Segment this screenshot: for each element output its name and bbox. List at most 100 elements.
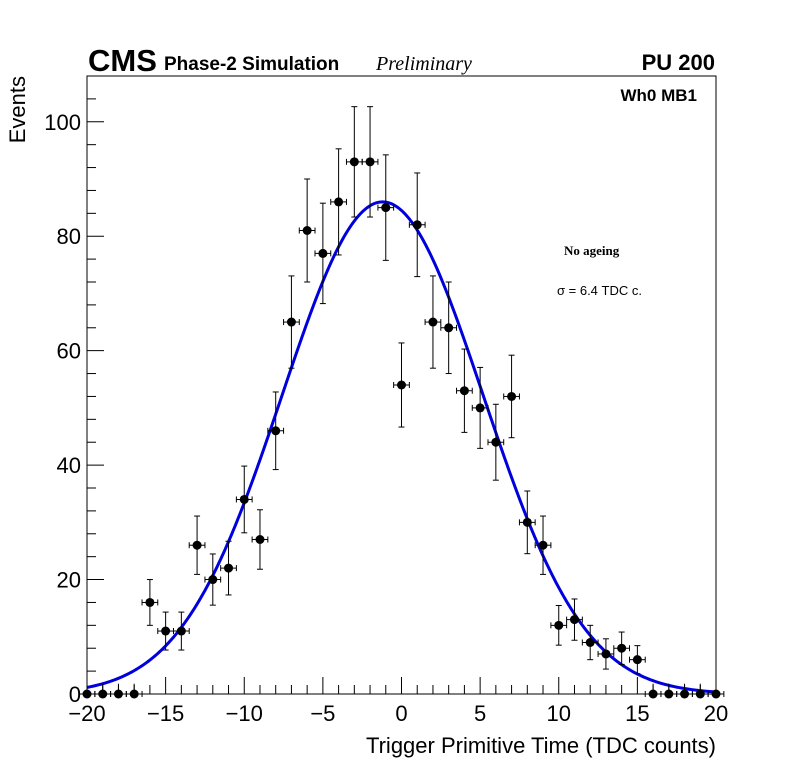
data-point xyxy=(691,683,709,699)
data-marker xyxy=(145,597,155,607)
data-marker xyxy=(569,615,579,625)
y-tick-label: 40 xyxy=(57,453,81,478)
data-marker xyxy=(98,689,108,699)
data-marker xyxy=(601,649,611,659)
data-marker xyxy=(412,220,422,230)
sigma-label: σ = 6.4 TDC c. xyxy=(557,283,642,298)
data-marker xyxy=(224,563,234,573)
data-marker xyxy=(176,626,186,636)
x-tick-label: −5 xyxy=(310,701,335,726)
data-marker xyxy=(129,689,139,699)
y-tick-label: 60 xyxy=(57,339,81,364)
x-tick-label: −20 xyxy=(68,701,105,726)
data-marker xyxy=(397,380,406,390)
data-point xyxy=(125,683,143,699)
data-point xyxy=(283,275,300,369)
data-marker xyxy=(255,535,265,544)
data-point xyxy=(503,354,520,439)
x-tick-label: 15 xyxy=(625,701,649,726)
data-point xyxy=(361,106,379,218)
data-point xyxy=(267,391,285,471)
data-marker xyxy=(318,248,328,258)
data-point xyxy=(676,683,693,699)
data-marker xyxy=(428,317,438,327)
status-label: Preliminary xyxy=(375,53,472,75)
y-tick-label: 0 xyxy=(69,682,81,707)
data-marker xyxy=(161,626,171,636)
data-point xyxy=(235,465,253,534)
data-point xyxy=(471,366,489,449)
data-point xyxy=(393,342,410,428)
data-marker xyxy=(271,426,281,436)
data-point xyxy=(440,281,458,375)
data-marker xyxy=(554,620,564,630)
data-marker xyxy=(475,403,485,413)
data-point xyxy=(157,611,174,651)
data-point xyxy=(487,403,505,481)
x-tick-label: −10 xyxy=(226,701,263,726)
data-marker xyxy=(365,157,375,167)
data-marker xyxy=(522,517,532,527)
y-tick-label: 20 xyxy=(57,568,81,593)
data-point xyxy=(456,348,473,433)
data-point xyxy=(377,154,395,261)
x-axis-title: Trigger Primitive Time (TDC counts) xyxy=(366,733,716,758)
x-tick-label: 20 xyxy=(704,701,728,726)
data-marker xyxy=(695,689,705,699)
data-marker xyxy=(192,540,202,550)
data-marker xyxy=(302,226,312,235)
data-point xyxy=(613,631,631,665)
data-point xyxy=(141,579,159,626)
data-point xyxy=(424,275,442,369)
data-point xyxy=(707,683,725,699)
data-point xyxy=(298,178,316,283)
data-point xyxy=(566,598,583,641)
data-point xyxy=(110,683,127,699)
data-marker xyxy=(286,317,296,327)
data-marker xyxy=(538,540,548,550)
data-point xyxy=(78,683,96,699)
data-marker xyxy=(711,689,721,699)
data-point xyxy=(204,553,222,606)
data-point xyxy=(644,683,662,699)
data-point xyxy=(597,638,615,670)
data-marker xyxy=(664,689,674,699)
data-marker xyxy=(585,638,595,647)
data-marker xyxy=(491,437,501,447)
data-point xyxy=(251,509,269,570)
data-point xyxy=(408,172,426,278)
station-label: Wh0 MB1 xyxy=(621,86,698,105)
data-point xyxy=(314,202,332,305)
x-tick-label: 10 xyxy=(547,701,571,726)
pileup-label: PU 200 xyxy=(642,50,715,75)
data-marker xyxy=(680,689,690,699)
data-point xyxy=(550,605,568,646)
data-marker xyxy=(507,391,517,401)
data-point xyxy=(629,645,646,675)
data-marker xyxy=(459,386,469,396)
data-marker xyxy=(208,575,218,585)
data-marker xyxy=(381,203,391,213)
data-marker xyxy=(648,689,658,699)
ageing-label: No ageing xyxy=(564,243,620,258)
data-marker xyxy=(632,655,642,665)
y-tick-label: 80 xyxy=(57,224,81,249)
data-point xyxy=(188,515,206,575)
data-point xyxy=(220,540,237,596)
y-axis-title: Events xyxy=(5,76,30,143)
data-marker xyxy=(82,689,92,699)
x-tick-label: 5 xyxy=(474,701,486,726)
data-marker xyxy=(113,689,123,699)
data-marker xyxy=(239,494,249,504)
data-marker xyxy=(617,643,627,653)
subtitle-label: Phase-2 Simulation xyxy=(164,54,339,75)
y-tick-label: 100 xyxy=(44,110,81,135)
data-point xyxy=(518,490,536,555)
data-marker xyxy=(444,323,454,333)
x-tick-label: −15 xyxy=(147,701,184,726)
fit-curve xyxy=(86,200,717,694)
data-point xyxy=(581,624,599,661)
experiment-label: CMS xyxy=(88,43,157,78)
x-tick-label: 0 xyxy=(395,701,407,726)
